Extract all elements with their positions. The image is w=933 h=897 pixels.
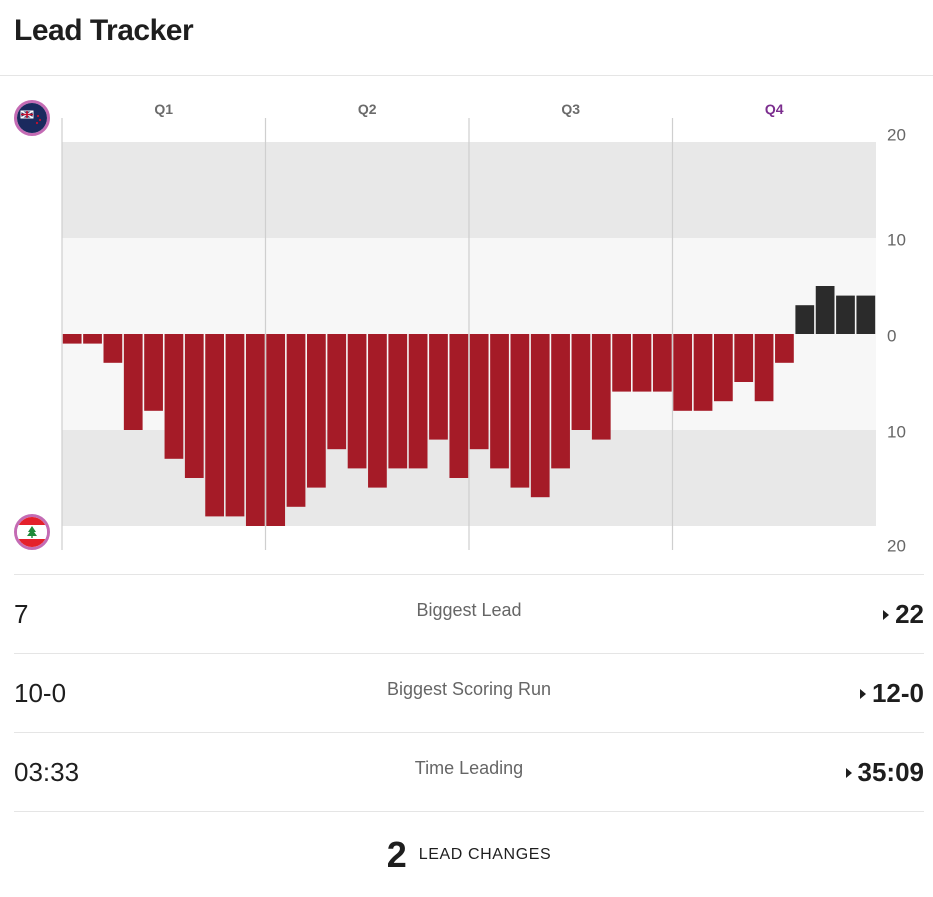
lead-bar xyxy=(429,334,448,440)
stat-right: 12-0 xyxy=(859,678,924,709)
lead-bar xyxy=(164,334,184,459)
stat-right-value: 35:09 xyxy=(857,757,925,787)
lead-bar xyxy=(103,334,123,363)
lead-bar xyxy=(632,334,652,392)
y-tick-label: 10 xyxy=(887,422,906,441)
lead-bar xyxy=(490,334,509,469)
lead-changes-count: 2 xyxy=(386,833,407,875)
y-tick-label: 20 xyxy=(887,536,906,555)
lead-bar xyxy=(307,334,326,488)
y-tick-label: 20 xyxy=(887,125,906,144)
lead-bar xyxy=(368,334,387,488)
lead-bar xyxy=(652,334,672,392)
lead-bar xyxy=(225,334,245,517)
quarter-label: Q1 xyxy=(154,101,173,117)
lead-bar xyxy=(144,334,163,411)
lead-bar xyxy=(62,334,82,344)
stat-label: Biggest Lead xyxy=(416,600,522,620)
lead-changes: 2 LEAD CHANGES xyxy=(14,811,924,897)
page-title: Lead Tracker xyxy=(14,14,194,47)
stat-right: 22 xyxy=(883,599,924,630)
quarter-label: Q3 xyxy=(561,101,580,117)
new-zealand-flag-icon xyxy=(14,100,50,136)
lead-bar xyxy=(775,334,794,363)
stat-right-value: 22 xyxy=(895,599,924,629)
lead-bar xyxy=(469,334,489,450)
lead-bar xyxy=(266,334,286,526)
lead-bar xyxy=(510,334,530,488)
stat-label: Time Leading xyxy=(414,758,524,778)
lead-bar xyxy=(205,334,224,517)
quarter-label: Q4 xyxy=(765,101,784,117)
lead-bar xyxy=(286,334,306,507)
lead-bar xyxy=(123,334,143,430)
stat-row-time-leading: 03:33 Time Leading 35:09 xyxy=(14,732,924,811)
leader-arrow-icon xyxy=(845,767,852,778)
stats-table: 7 Biggest Lead 22 10-0 Biggest Scoring R… xyxy=(14,574,924,811)
stat-left-value: 10-0 xyxy=(14,678,67,708)
lead-bar xyxy=(754,334,774,402)
lead-bar xyxy=(591,334,611,440)
lead-bar xyxy=(530,334,550,498)
stat-row-biggest-lead: 7 Biggest Lead 22 xyxy=(14,574,924,653)
lead-bar xyxy=(408,334,428,469)
stat-label: Biggest Scoring Run xyxy=(386,679,552,699)
lead-bar xyxy=(388,334,408,469)
lead-bar xyxy=(612,334,631,392)
lead-bar xyxy=(327,334,347,450)
lead-bar xyxy=(571,334,591,430)
lead-tracker-chart: Q1 Q2 Q3 Q4 20 10 0 10 20 xyxy=(0,76,933,560)
header: Lead Tracker xyxy=(0,0,933,76)
lead-bar xyxy=(184,334,204,478)
lead-bar xyxy=(795,305,815,334)
stat-right: 35:09 xyxy=(845,757,925,788)
lead-bar xyxy=(551,334,570,469)
lead-changes-label: LEAD CHANGES xyxy=(418,845,552,863)
lead-bar xyxy=(83,334,102,344)
quarter-label: Q2 xyxy=(358,101,377,117)
lead-bar xyxy=(734,334,754,382)
chart-svg: Q1 Q2 Q3 Q4 20 10 0 10 20 xyxy=(61,101,906,555)
leader-arrow-icon xyxy=(859,688,866,699)
lead-bar xyxy=(815,286,835,334)
y-tick-label: 10 xyxy=(887,230,906,249)
lead-bar xyxy=(714,334,733,402)
stat-left-value: 7 xyxy=(14,599,29,629)
stat-row-biggest-scoring-run: 10-0 Biggest Scoring Run 12-0 xyxy=(14,653,924,732)
stat-right-value: 12-0 xyxy=(871,678,924,708)
lead-bar xyxy=(673,334,693,411)
lebanon-flag-icon xyxy=(14,514,50,550)
lead-bar xyxy=(693,334,713,411)
lead-bar xyxy=(449,334,469,478)
lead-bar xyxy=(245,334,265,526)
stat-left-value: 03:33 xyxy=(14,757,80,787)
y-tick-label: 0 xyxy=(887,326,896,345)
lead-bar xyxy=(856,295,876,334)
lead-bar xyxy=(836,295,855,334)
leader-arrow-icon xyxy=(883,609,890,620)
lead-bar xyxy=(347,334,367,469)
